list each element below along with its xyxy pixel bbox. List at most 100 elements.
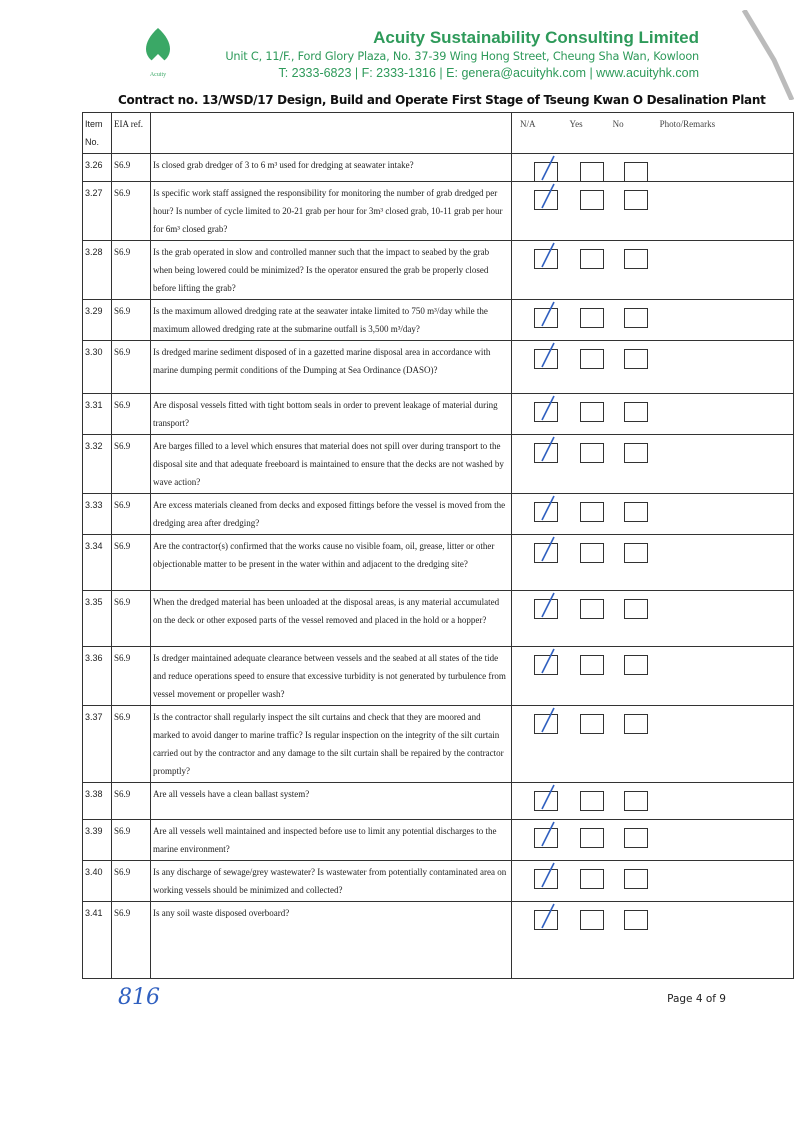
checkbox-no[interactable] — [624, 543, 648, 563]
item-number: 3.28 — [82, 240, 112, 300]
checkbox-no[interactable] — [624, 190, 648, 210]
checkbox-na[interactable] — [534, 308, 558, 328]
tick-mark-icon — [541, 183, 555, 209]
checkbox-no[interactable] — [624, 349, 648, 369]
checkbox-na[interactable] — [534, 443, 558, 463]
answer-cell — [511, 534, 794, 591]
header-eia: EIA ref. — [111, 112, 151, 154]
item-number: 3.31 — [82, 393, 112, 435]
checkbox-yes[interactable] — [580, 910, 604, 930]
checkbox-na[interactable] — [534, 502, 558, 522]
checkbox-na[interactable] — [534, 190, 558, 210]
checkbox-no[interactable] — [624, 655, 648, 675]
company-name: Acuity Sustainability Consulting Limited — [373, 28, 699, 47]
table-row: 3.29 S6.9 Is the maximum allowed dredgin… — [82, 299, 794, 341]
question-text: Are excess materials cleaned from decks … — [150, 493, 512, 535]
question-text: Is dredger maintained adequate clearance… — [150, 646, 512, 706]
checkbox-na[interactable] — [534, 828, 558, 848]
checkbox-na[interactable] — [534, 402, 558, 422]
answer-cell — [511, 782, 794, 820]
checkbox-no[interactable] — [624, 828, 648, 848]
item-number: 3.27 — [82, 181, 112, 241]
checkbox-yes[interactable] — [580, 308, 604, 328]
table-row: 3.31 S6.9 Are disposal vessels fitted wi… — [82, 393, 794, 435]
checkbox-na[interactable] — [534, 869, 558, 889]
checkbox-yes[interactable] — [580, 502, 604, 522]
checkbox-no[interactable] — [624, 791, 648, 811]
answer-cell — [511, 646, 794, 706]
item-number: 3.26 — [82, 153, 112, 182]
eia-ref: S6.9 — [111, 782, 151, 820]
svg-text:Acuity: Acuity — [150, 72, 166, 78]
checkbox-yes[interactable] — [580, 543, 604, 563]
item-number: 3.30 — [82, 340, 112, 394]
tick-mark-icon — [541, 821, 555, 847]
eia-ref: S6.9 — [111, 819, 151, 861]
checkbox-na[interactable] — [534, 349, 558, 369]
question-text: When the dredged material has been unloa… — [150, 590, 512, 647]
tick-mark-icon — [541, 648, 555, 674]
checkbox-na[interactable] — [534, 791, 558, 811]
checkbox-yes[interactable] — [580, 190, 604, 210]
tick-mark-icon — [541, 436, 555, 462]
checkbox-no[interactable] — [624, 162, 648, 182]
checkbox-yes[interactable] — [580, 443, 604, 463]
item-number: 3.29 — [82, 299, 112, 341]
table-row: 3.39 S6.9 Are all vessels well maintaine… — [82, 819, 794, 861]
eia-ref: S6.9 — [111, 153, 151, 182]
checkbox-na[interactable] — [534, 910, 558, 930]
tick-mark-icon — [541, 707, 555, 733]
item-number: 3.40 — [82, 860, 112, 902]
header-remarks: Photo/Remarks — [659, 119, 716, 129]
checkbox-na[interactable] — [534, 543, 558, 563]
answer-cell — [511, 240, 794, 300]
checklist-table: Item No. EIA ref. N/A Yes No Photo/Remar… — [82, 112, 794, 979]
tick-mark-icon — [541, 592, 555, 618]
checkbox-yes[interactable] — [580, 349, 604, 369]
checkbox-yes[interactable] — [580, 869, 604, 889]
checkbox-no[interactable] — [624, 910, 648, 930]
answer-cell — [511, 340, 794, 394]
company-logo: Acuity — [146, 28, 170, 78]
checkbox-yes[interactable] — [580, 402, 604, 422]
tick-mark-icon — [541, 862, 555, 888]
checkbox-yes[interactable] — [580, 828, 604, 848]
company-contact: T: 2333-6823 | F: 2333-1316 | E: genera@… — [278, 66, 699, 80]
checkbox-na[interactable] — [534, 599, 558, 619]
checkbox-yes[interactable] — [580, 791, 604, 811]
checkbox-yes[interactable] — [580, 714, 604, 734]
checkbox-yes[interactable] — [580, 655, 604, 675]
checkbox-yes[interactable] — [580, 249, 604, 269]
checkbox-no[interactable] — [624, 502, 648, 522]
question-text: Is any soil waste disposed overboard? — [150, 901, 512, 979]
checkbox-no[interactable] — [624, 869, 648, 889]
tick-mark-icon — [541, 495, 555, 521]
checkbox-na[interactable] — [534, 714, 558, 734]
tick-mark-icon — [541, 903, 555, 929]
checkbox-na[interactable] — [534, 249, 558, 269]
eia-ref: S6.9 — [111, 340, 151, 394]
checkbox-no[interactable] — [624, 249, 648, 269]
answer-cell — [511, 860, 794, 902]
question-text: Are barges filled to a level which ensur… — [150, 434, 512, 494]
checkbox-na[interactable] — [534, 655, 558, 675]
checkbox-no[interactable] — [624, 599, 648, 619]
checkbox-no[interactable] — [624, 714, 648, 734]
checkbox-yes[interactable] — [580, 162, 604, 182]
eia-ref: S6.9 — [111, 534, 151, 591]
item-number: 3.36 — [82, 646, 112, 706]
tick-mark-icon — [541, 301, 555, 327]
table-row: 3.41 S6.9 Is any soil waste disposed ove… — [82, 901, 794, 979]
question-text: Is specific work staff assigned the resp… — [150, 181, 512, 241]
table-header: Item No. EIA ref. N/A Yes No Photo/Remar… — [82, 112, 794, 154]
checkbox-no[interactable] — [624, 443, 648, 463]
checkbox-no[interactable] — [624, 308, 648, 328]
checkbox-yes[interactable] — [580, 599, 604, 619]
answer-cell — [511, 299, 794, 341]
eia-ref: S6.9 — [111, 860, 151, 902]
eia-ref: S6.9 — [111, 705, 151, 783]
checkbox-no[interactable] — [624, 402, 648, 422]
question-text: Is the maximum allowed dredging rate at … — [150, 299, 512, 341]
table-row: 3.37 S6.9 Is the contractor shall regula… — [82, 705, 794, 783]
